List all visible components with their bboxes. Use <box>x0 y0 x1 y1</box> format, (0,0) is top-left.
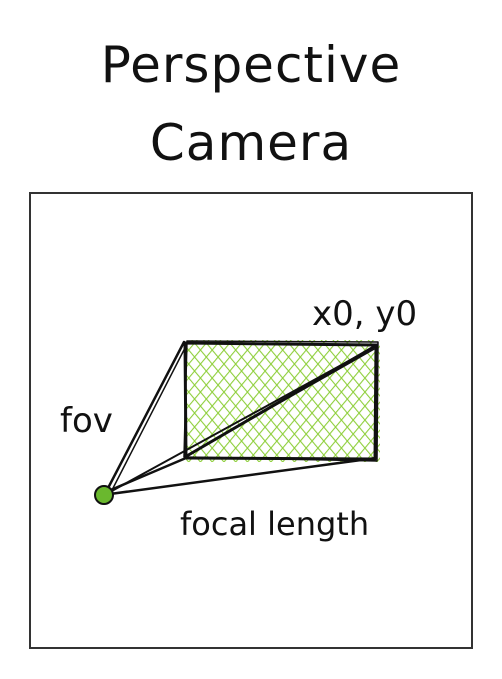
frustum-lines <box>104 340 378 496</box>
label-principal-point: x0, y0 <box>312 294 417 334</box>
label-focal-length: focal length <box>180 505 369 543</box>
camera-center-dot <box>94 485 114 505</box>
diagram-frame <box>29 192 473 649</box>
title-perspective: Perspective <box>100 36 402 94</box>
label-fov: fov <box>60 401 113 441</box>
title-camera: Camera <box>149 114 353 172</box>
